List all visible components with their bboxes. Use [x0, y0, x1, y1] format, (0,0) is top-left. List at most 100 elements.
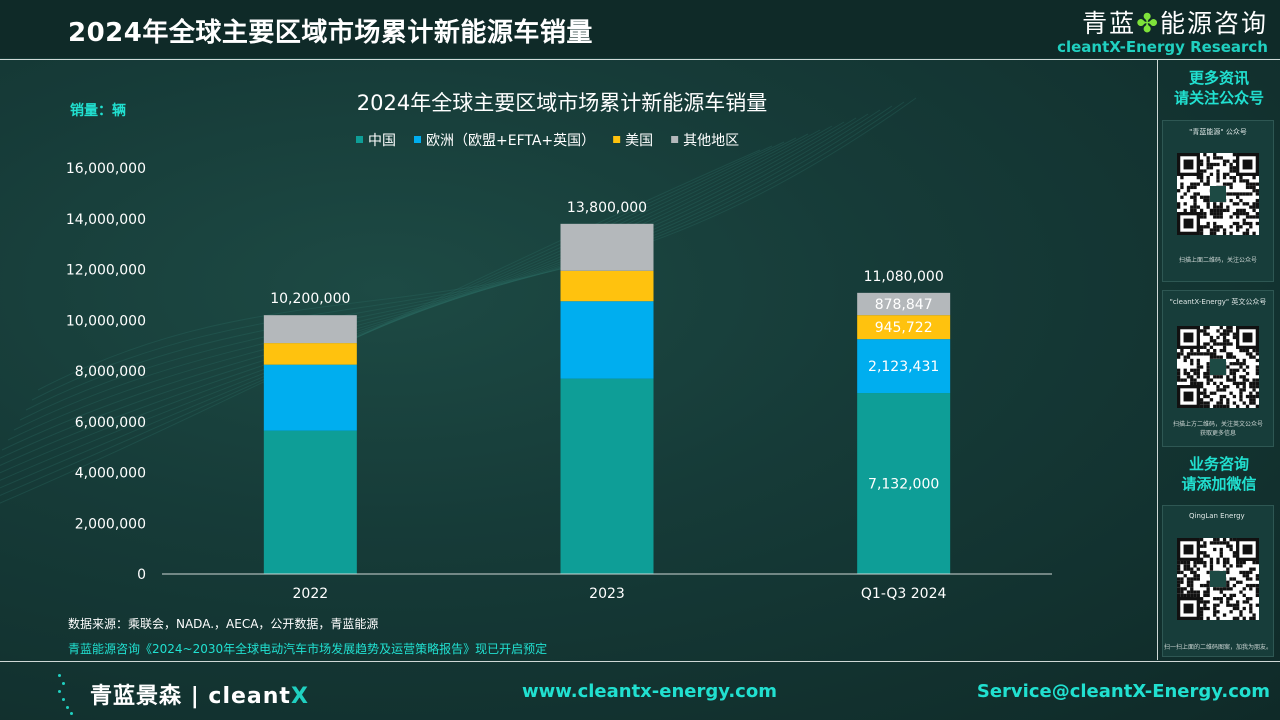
- source-note: 数据来源：乘联会，NADA.，AECA，公开数据，青蓝能源: [68, 617, 379, 631]
- y-tick-label: 4,000,000: [75, 466, 146, 482]
- y-tick-label: 2,000,000: [75, 516, 146, 532]
- consult-heading-line1: 业务咨询: [1188, 455, 1249, 473]
- segment-data-label: 945,722: [875, 320, 933, 336]
- footer-divider: [0, 661, 1280, 662]
- y-tick-label: 0: [137, 567, 146, 583]
- qr-footnote-line2: 获取更多信息: [1199, 430, 1236, 437]
- x-axis: 2022 2023 Q1-Q3 2024: [293, 586, 947, 602]
- qr-footnote: 扫描上面二维码，关注公众号: [1178, 257, 1257, 264]
- qr-card-wechat-en: "cleantX-Energy" 英文公众号 扫描上方二维码，关注英文公众号 获取…: [1162, 290, 1274, 447]
- x-tick-label: 2022: [293, 586, 329, 602]
- footer-logo-en: cleant: [208, 684, 291, 709]
- segment-data-label: 7,132,000: [868, 477, 939, 493]
- brand-cn-part2: 能源咨询: [1159, 9, 1268, 38]
- qr-footnote: 扫一扫上面的二维码图案，加我为朋友。: [1163, 644, 1272, 651]
- bar-segment: [263, 364, 357, 431]
- brand-cn-part1: 青蓝: [1082, 9, 1137, 38]
- sidebar-divider: [1157, 60, 1158, 660]
- bar-segment: [560, 270, 654, 302]
- legend-swatch: [356, 136, 363, 143]
- decor-line: [19, 109, 881, 421]
- y-tick-label: 6,000,000: [75, 415, 146, 431]
- unit-label: 销量：辆: [70, 102, 126, 119]
- follow-heading: 更多资讯 请关注公众号: [1158, 68, 1280, 108]
- legend: 中国 欧洲（欧盟+EFTA+英国） 美国 其他地区: [356, 132, 739, 149]
- header-divider: [0, 59, 1280, 60]
- legend-label: 美国: [625, 133, 653, 149]
- segment-data-label: 2,123,431: [868, 359, 939, 375]
- decor-line: [7, 117, 857, 441]
- legend-swatch: [414, 136, 421, 143]
- brand-name-en: cleantX-Energy Research: [1057, 38, 1268, 56]
- decor-line: [0, 133, 809, 474]
- legend-label: 其他地区: [683, 133, 739, 149]
- website-link[interactable]: www.cleantx-energy.com: [522, 681, 777, 702]
- y-axis: 0 2,000,000 4,000,000 6,000,000 8,000,000 10,…: [66, 161, 146, 583]
- qr-code-icon[interactable]: [1177, 326, 1259, 408]
- chart-title: 2024年全球主要区域市场累计新能源车销量: [357, 91, 767, 115]
- bar-segment: [560, 378, 654, 574]
- page-title: 2024年全球主要区域市场累计新能源车销量: [68, 18, 593, 48]
- bar-segment: [560, 301, 654, 379]
- consult-heading: 业务咨询 请添加微信: [1158, 454, 1280, 494]
- bar-chart: 销量：辆 2024年全球主要区域市场累计新能源车销量 中国 欧洲（欧盟+EFTA+…: [0, 91, 1052, 602]
- y-tick-label: 12,000,000: [66, 263, 146, 279]
- y-tick-label: 8,000,000: [75, 364, 146, 380]
- decor-line: [0, 129, 821, 467]
- email-link[interactable]: Service@cleantX-Energy.com: [976, 681, 1270, 702]
- brand-name-cn: 青蓝✤能源咨询: [1057, 4, 1268, 40]
- qr-footnote: 扫描上方二维码，关注英文公众号 获取更多信息: [1163, 419, 1273, 437]
- bar-segment: [857, 315, 951, 340]
- bar-segment: [263, 343, 357, 365]
- bar-segment: [263, 430, 357, 574]
- footer-logo-cn: 青蓝景森: [90, 684, 183, 709]
- top-bar: 2024年全球主要区域市场累计新能源车销量 青蓝✤能源咨询 cleantX-En…: [0, 0, 1280, 58]
- qr-code-icon[interactable]: [1177, 153, 1259, 235]
- total-data-label: 13,800,000: [567, 200, 647, 216]
- report-promo-link[interactable]: 青蓝能源咨询《2024~2030年全球电动汽车市场发展趋势及运营策略报告》现已开…: [68, 642, 548, 656]
- qr-code-icon[interactable]: [1177, 538, 1259, 620]
- footer-dots: [58, 664, 358, 720]
- follow-heading-line1: 更多资讯: [1188, 69, 1249, 87]
- bar-segment: [857, 393, 951, 574]
- legend-swatch: [613, 136, 621, 143]
- qr-caption: "青蓝能源" 公众号: [1189, 128, 1247, 136]
- bar-segment: [857, 339, 951, 394]
- decor-line: [31, 101, 905, 401]
- footer-logo: 青蓝景森 | cleantX: [90, 678, 309, 710]
- footer-logo-separator: |: [190, 684, 200, 709]
- y-tick-label: 16,000,000: [66, 161, 146, 177]
- background-decoration: [0, 97, 917, 504]
- legend-swatch: [671, 136, 679, 143]
- consult-heading-line2: 请添加微信: [1181, 475, 1257, 493]
- bar-segment: [560, 223, 654, 271]
- qr-card-wechat-contact: QingLan Energy 扫一扫上面的二维码图案，加我为朋友。: [1162, 505, 1274, 657]
- x-tick-label: Q1-Q3 2024: [861, 586, 947, 602]
- decor-line: [13, 113, 869, 431]
- sidebar: 更多资讯 请关注公众号 "青蓝能源" 公众号 扫描上面二维码，关注公众号 "cl…: [1158, 60, 1280, 660]
- y-tick-label: 10,000,000: [66, 313, 146, 329]
- follow-heading-line2: 请关注公众号: [1173, 89, 1264, 107]
- qr-card-wechat-cn: "青蓝能源" 公众号 扫描上面二维码，关注公众号: [1162, 120, 1274, 282]
- legend-label: 欧洲（欧盟+EFTA+英国）: [426, 132, 595, 149]
- qr-caption: "cleantX-Energy" 英文公众号: [1169, 298, 1267, 306]
- clover-icon: ✤: [1136, 9, 1160, 39]
- bar-segment: [857, 292, 951, 316]
- x-tick-label: 2023: [589, 586, 625, 602]
- decor-line: [25, 105, 893, 411]
- total-data-label: 10,200,000: [270, 291, 350, 307]
- decor-line: [1, 121, 845, 451]
- segment-data-label: 878,847: [875, 297, 933, 313]
- brand-logo: 青蓝✤能源咨询 cleantX-Energy Research: [1057, 4, 1268, 56]
- bars: 10,200,000 13,800,000 7,132,000 2,123,431 94…: [263, 200, 951, 574]
- qr-footnote-line1: 扫描上方二维码，关注英文公众号: [1172, 421, 1263, 428]
- legend-label: 中国: [368, 133, 396, 149]
- qr-caption: QingLan Energy: [1189, 512, 1245, 520]
- footer-logo-x: X: [290, 684, 309, 709]
- decor-line: [0, 125, 833, 459]
- total-data-label: 11,080,000: [864, 269, 944, 285]
- bar-segment: [263, 315, 357, 344]
- y-tick-label: 14,000,000: [66, 212, 146, 228]
- decor-line: [37, 97, 917, 391]
